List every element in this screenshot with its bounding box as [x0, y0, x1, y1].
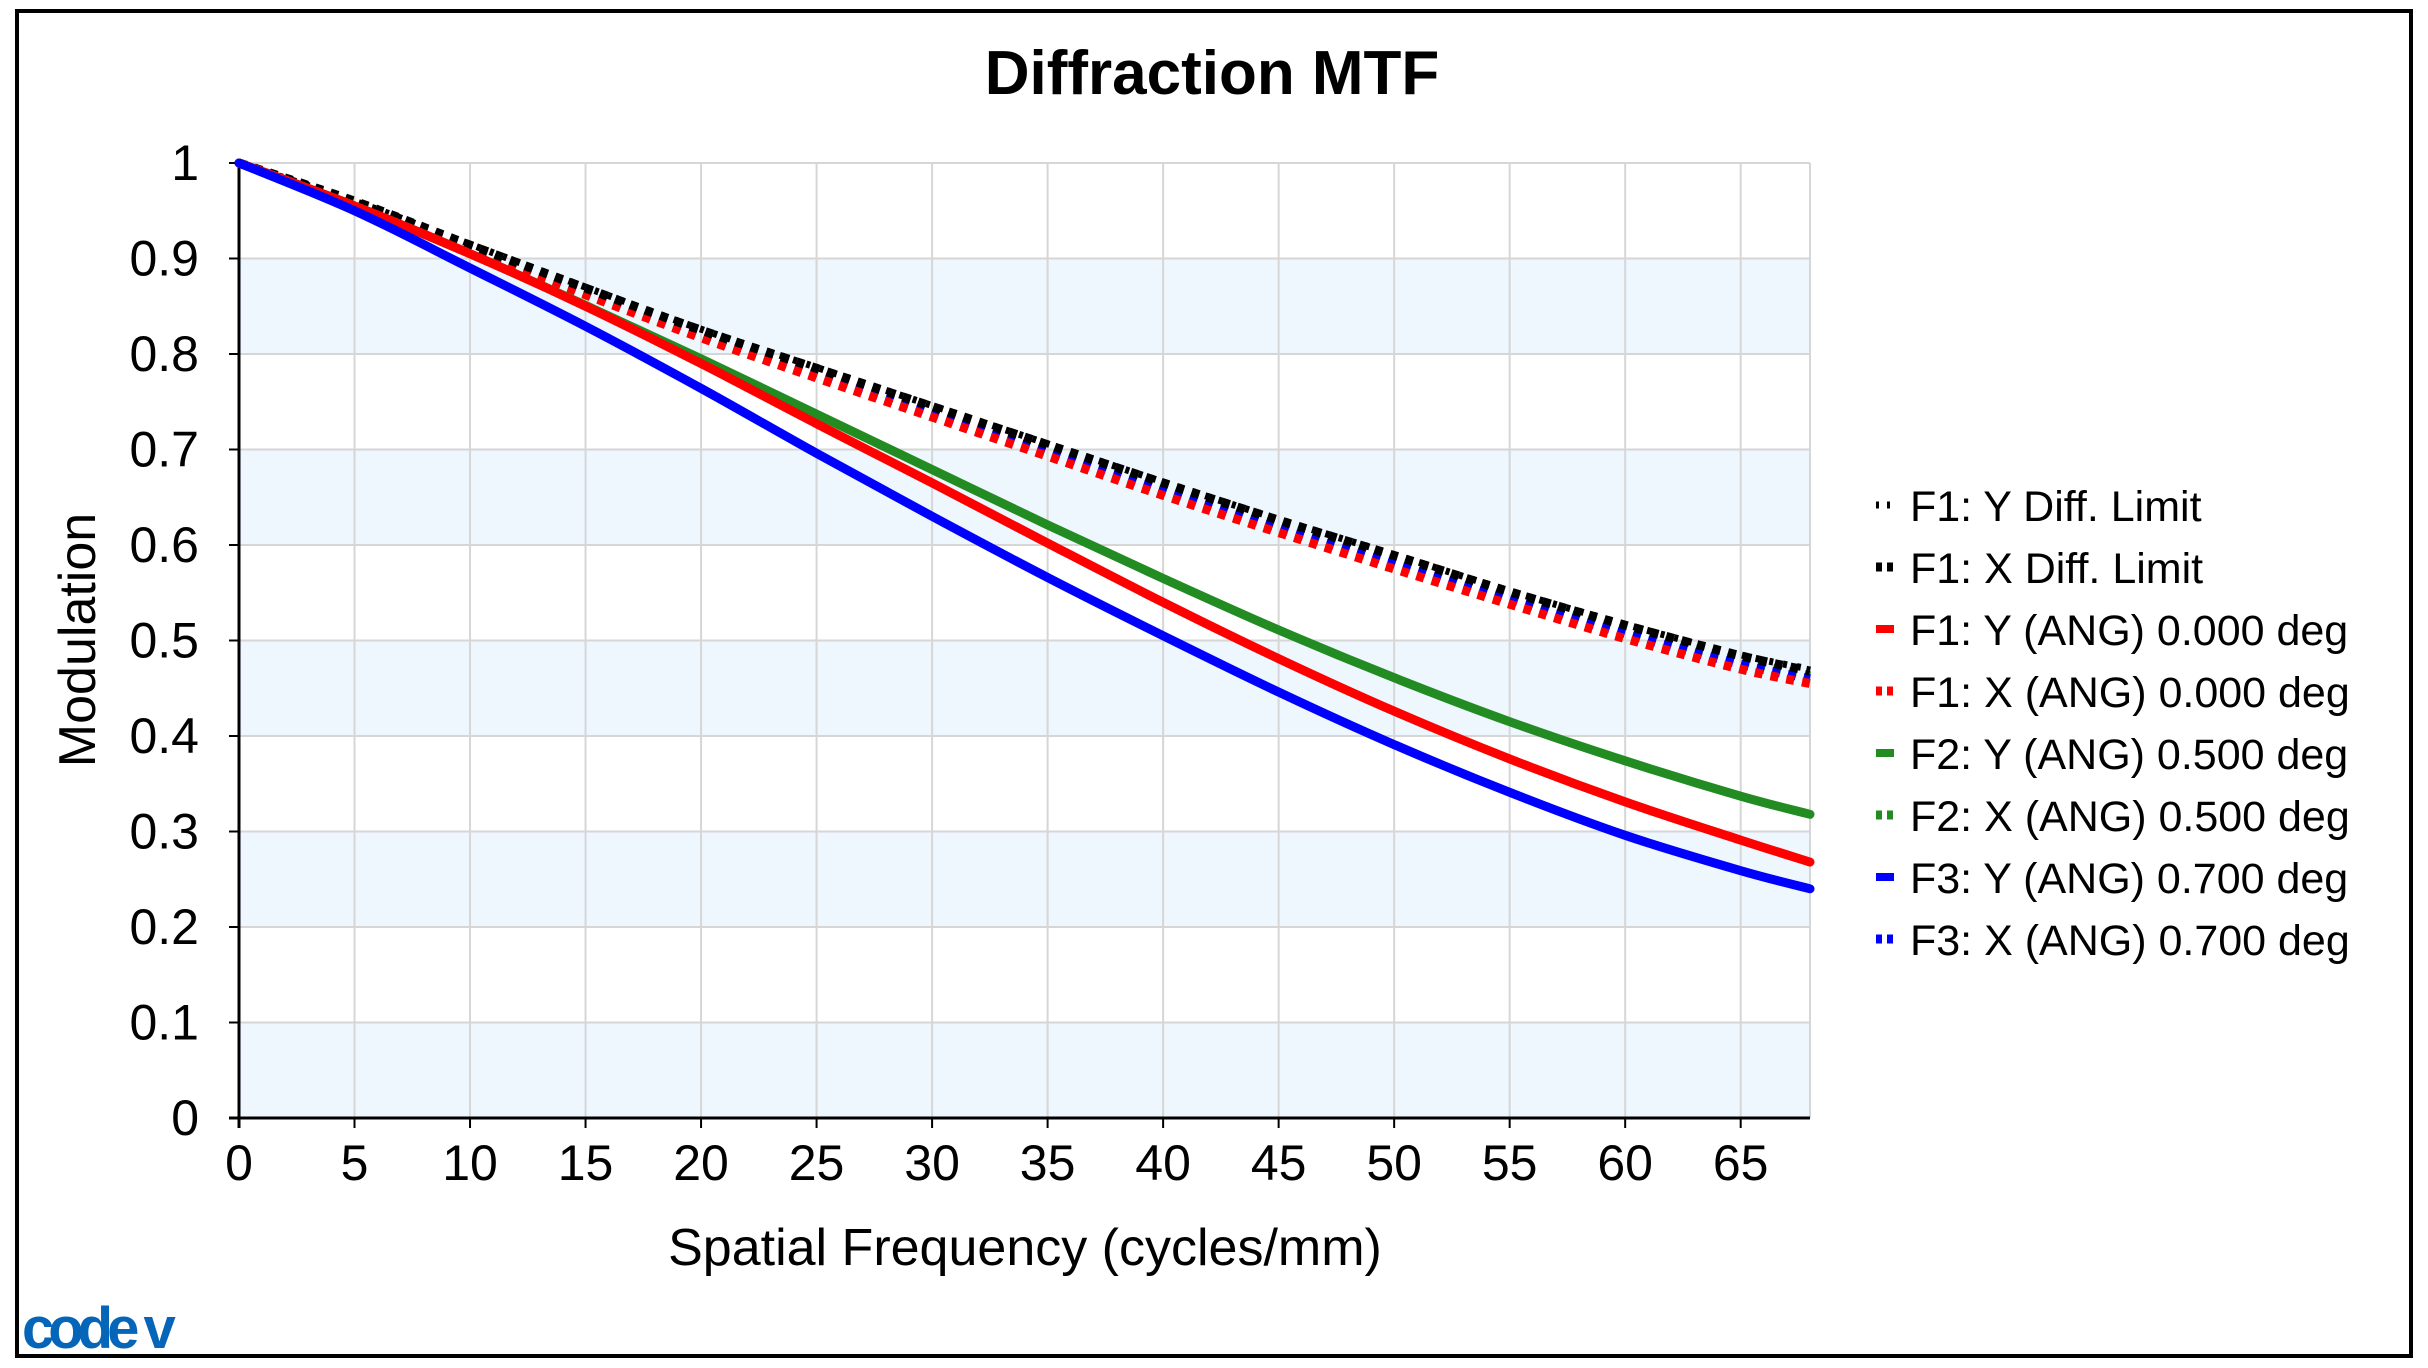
x-tick-label: 30 [904, 1135, 960, 1191]
y-tick-label: 0.6 [129, 517, 199, 573]
legend-item: F1: Y (ANG) 0.000 deg [1876, 607, 2348, 655]
y-tick-label: 0 [171, 1090, 199, 1146]
x-tick-label: 60 [1597, 1135, 1653, 1191]
series-line-1 [237, 158, 1811, 676]
x-tick-label: 50 [1366, 1135, 1422, 1191]
plot-band [239, 258, 1810, 354]
series-line-6 [234, 158, 1815, 894]
axes [229, 162, 1810, 1128]
plot-band [239, 831, 1810, 927]
legend-label: F1: Y Diff. Limit [1910, 483, 2202, 531]
plot-bands [239, 258, 1810, 1118]
y-tick-label: 0.8 [129, 326, 199, 382]
series-line-0 [237, 159, 1811, 673]
legend-label: F1: Y (ANG) 0.000 deg [1910, 607, 2348, 655]
y-tick-label: 0.7 [129, 422, 199, 478]
x-tick-label: 45 [1251, 1135, 1307, 1191]
logo-text: code v [22, 1296, 175, 1361]
series-lines [234, 158, 1815, 894]
plot-band [239, 640, 1810, 736]
series-line-2 [234, 158, 1815, 867]
y-axis-label: Modulation [49, 513, 107, 767]
x-tick-label: 40 [1135, 1135, 1191, 1191]
legend-item: F2: X (ANG) 0.500 deg [1876, 793, 2350, 841]
x-axis-label: Spatial Frequency (cycles/mm) [668, 1219, 1382, 1277]
x-tick-label: 25 [789, 1135, 845, 1191]
x-tick-label: 0 [225, 1135, 253, 1191]
legend-item: F1: Y Diff. Limit [1876, 483, 2202, 531]
x-tick-label: 35 [1020, 1135, 1076, 1191]
x-tick-label: 5 [341, 1135, 369, 1191]
tick-labels: 00.10.20.30.40.50.60.70.80.910 5 10 15 20 25 3… [129, 135, 1768, 1191]
y-tick-label: 1 [171, 135, 199, 191]
y-tick-label: 0.1 [129, 995, 199, 1051]
x-tick-label: 55 [1482, 1135, 1538, 1191]
x-tick-label: 20 [673, 1135, 729, 1191]
x-tick-label: 15 [558, 1135, 614, 1191]
legend: F1: Y Diff. Limit F1: X Diff. Limit F1: Y … [1876, 483, 2350, 965]
y-tick-label: 0.3 [129, 804, 199, 860]
legend-label: F3: X (ANG) 0.700 deg [1910, 917, 2350, 965]
legend-item: F2: Y (ANG) 0.500 deg [1876, 731, 2348, 779]
legend-label: F2: Y (ANG) 0.500 deg [1910, 731, 2348, 779]
legend-label: F2: X (ANG) 0.500 deg [1910, 793, 2350, 841]
y-tick-label: 0.4 [129, 708, 199, 764]
y-tick-label: 0.2 [129, 899, 199, 955]
y-tick-label: 0.5 [129, 613, 199, 669]
plot-band [239, 1022, 1810, 1118]
x-tick-label: 65 [1713, 1135, 1769, 1191]
chart-title: Diffraction MTF [985, 39, 1440, 108]
legend-item: F1: X (ANG) 0.000 deg [1876, 669, 2350, 717]
x-tick-label: 10 [442, 1135, 498, 1191]
y-tick-label: 0.9 [129, 231, 199, 287]
legend-item: F3: Y (ANG) 0.700 deg [1876, 855, 2348, 903]
legend-label: F1: X (ANG) 0.000 deg [1910, 669, 2350, 717]
legend-item: F3: X (ANG) 0.700 deg [1876, 917, 2350, 965]
legend-label: F1: X Diff. Limit [1910, 545, 2203, 593]
legend-item: F1: X Diff. Limit [1876, 545, 2203, 593]
codev-logo: code v [22, 1296, 181, 1361]
legend-label: F3: Y (ANG) 0.700 deg [1910, 855, 2348, 903]
